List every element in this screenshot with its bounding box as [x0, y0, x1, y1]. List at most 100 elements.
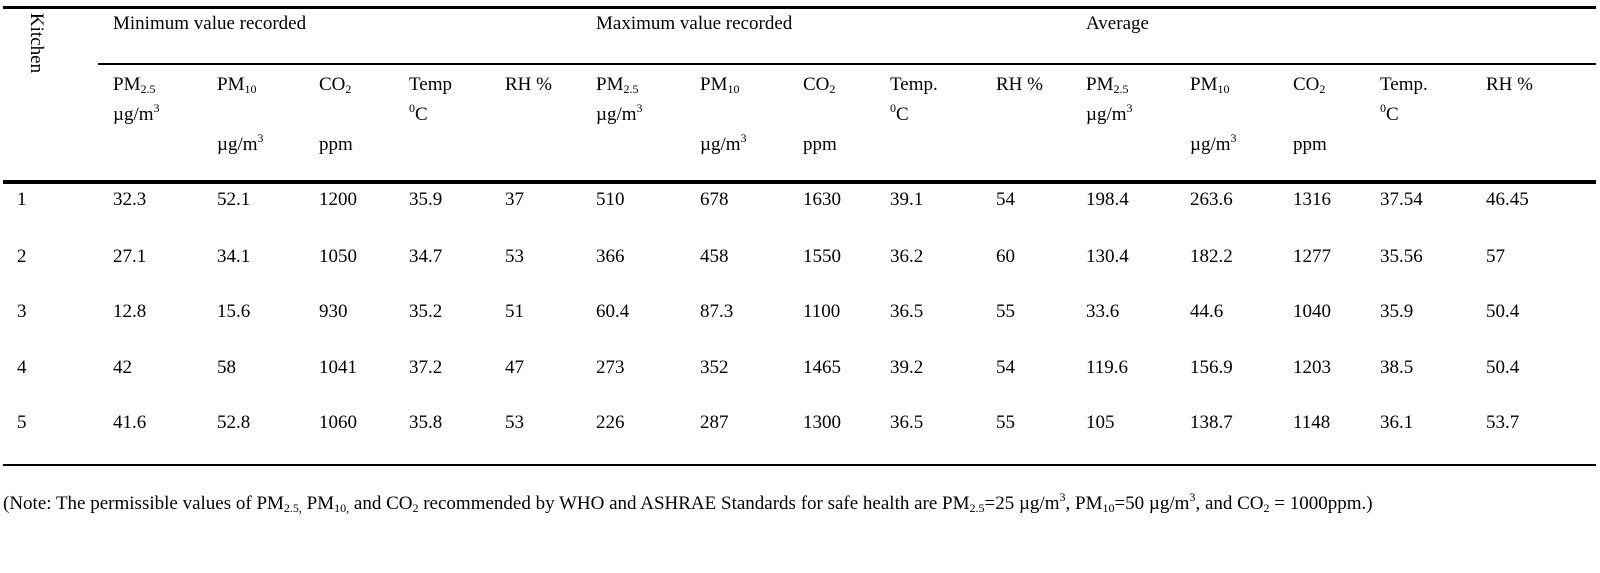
column-header-label: PM: [113, 74, 141, 95]
column-header-name: RH %: [1486, 74, 1533, 96]
unit-superscript: 0: [890, 101, 896, 115]
column-header-label: CO: [319, 74, 346, 95]
unit-superscript: 3: [153, 101, 160, 115]
table-cell: 182.2: [1190, 246, 1233, 267]
table-bottom-rule: [3, 464, 1596, 466]
table-cell: 37.54: [1380, 189, 1423, 210]
table-cell: 37: [505, 189, 524, 210]
table-cell: 57: [1486, 246, 1505, 267]
table-cell: 39.2: [890, 357, 924, 378]
table-cell: 35.9: [409, 189, 443, 210]
column-header-label: CO: [803, 74, 830, 95]
column-header-name: PM2.5: [596, 74, 638, 96]
table-cell: 226: [596, 412, 625, 433]
column-header-label: RH %: [996, 74, 1043, 95]
column-header-unit: 0C: [1380, 101, 1399, 126]
table-note: (Note: The permissible values of PM2.5, …: [3, 490, 1373, 515]
table-cell: 34.1: [217, 246, 251, 267]
table-cell: 54: [996, 357, 1015, 378]
column-header-label: Temp.: [1380, 74, 1428, 95]
column-header-label: RH %: [1486, 74, 1533, 95]
table-cell: 130.4: [1086, 246, 1129, 267]
column-header-unit: µg/m3: [1086, 102, 1133, 126]
column-header-label: CO: [1293, 74, 1320, 95]
table-cell: 36.5: [890, 301, 924, 322]
table-cell: 37.2: [409, 357, 443, 378]
unit-superscript: 3: [636, 101, 643, 115]
table-cell: 263.6: [1190, 189, 1233, 210]
column-header-unit: µg/m3: [1190, 131, 1237, 156]
table-cell: 458: [700, 246, 729, 267]
column-header-subscript: 2: [345, 82, 352, 96]
column-header-subscript: 2.5: [623, 82, 639, 96]
top-rule: [3, 6, 1596, 9]
unit-superscript: 0: [1380, 101, 1386, 115]
kitchen-id-cell: 4: [17, 357, 27, 378]
unit-label: ppm: [1293, 134, 1327, 155]
column-header-unit: µg/m3: [596, 101, 643, 126]
unit-label: µg/m: [217, 134, 258, 155]
table-cell: 55: [996, 412, 1015, 433]
unit-label: C: [415, 104, 428, 125]
column-header-subscript: 10: [244, 82, 257, 96]
unit-label: µg/m: [113, 104, 154, 125]
table-cell: 52.8: [217, 412, 251, 433]
table-cell: 1060: [319, 412, 357, 433]
unit-label: ppm: [803, 134, 837, 155]
table-cell: 35.8: [409, 412, 443, 433]
table-cell: 352: [700, 357, 729, 378]
table-cell: 12.8: [113, 301, 147, 322]
column-header-label: Temp.: [890, 74, 938, 95]
table-cell: 27.1: [113, 246, 147, 267]
table-cell: 1148: [1293, 412, 1331, 433]
table-cell: 47: [505, 357, 524, 378]
table-cell: 105: [1086, 412, 1115, 433]
table-cell: 58: [217, 357, 236, 378]
unit-superscript: 3: [740, 131, 747, 145]
unit-superscript: 3: [1230, 131, 1237, 145]
column-header-label: PM: [217, 74, 245, 95]
table-cell: 50.4: [1486, 357, 1520, 378]
unit-label: µg/m: [700, 134, 741, 155]
column-header-unit: ppm: [803, 134, 837, 156]
table-cell: 36.5: [890, 412, 924, 433]
table-cell: 54: [996, 189, 1015, 210]
table-cell: 35.9: [1380, 301, 1414, 322]
header-bottom-rule: [3, 180, 1596, 184]
column-header-label: PM: [596, 74, 624, 95]
kitchen-id-cell: 3: [17, 301, 27, 322]
table-cell: 42: [113, 357, 132, 378]
group-header-minimum: Minimum value recorded: [113, 13, 307, 34]
table-cell: 510: [596, 189, 625, 210]
table-cell: 51: [505, 301, 524, 322]
table-cell: 87.3: [700, 301, 734, 322]
column-header-label: RH %: [505, 74, 552, 95]
kitchen-header: Kitchen: [26, 12, 47, 74]
table-cell: 1316: [1293, 189, 1331, 210]
table-cell: 33.6: [1086, 301, 1120, 322]
table-cell: 55: [996, 301, 1015, 322]
table-cell: 34.7: [409, 246, 443, 267]
table-cell: 50.4: [1486, 301, 1520, 322]
column-header-label: PM: [1190, 74, 1218, 95]
unit-label: C: [1386, 104, 1399, 125]
column-header-subscript: 10: [727, 82, 740, 96]
column-header-name: PM2.5: [1086, 74, 1128, 96]
table-cell: 52.1: [217, 189, 251, 210]
column-header-unit: ppm: [1293, 134, 1327, 156]
table-cell: 1100: [803, 301, 841, 322]
unit-label: µg/m: [1086, 104, 1127, 125]
column-header-unit: µg/m3: [113, 101, 160, 126]
column-header-name: Temp.: [1380, 74, 1428, 96]
table-cell: 1277: [1293, 246, 1331, 267]
table-cell: 53.7: [1486, 412, 1520, 433]
table-cell: 1203: [1293, 357, 1331, 378]
column-header-name: PM10: [1190, 74, 1229, 96]
table-cell: 32.3: [113, 189, 147, 210]
table-cell: 1630: [803, 189, 841, 210]
column-header-label: PM: [700, 74, 728, 95]
subheader-rule: [98, 63, 1596, 65]
unit-label: C: [896, 104, 909, 125]
column-header-name: CO2: [319, 74, 351, 96]
column-header-name: RH %: [996, 74, 1043, 96]
